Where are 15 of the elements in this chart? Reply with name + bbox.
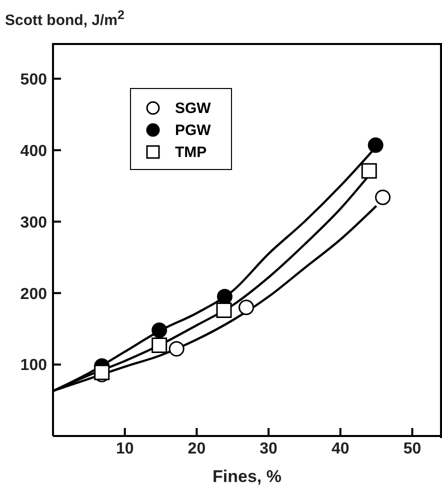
x-tick-label: 10 (116, 440, 134, 458)
y-axis-title: Scott bond, J/m$^{2}$ (5, 8, 124, 29)
legend-label: SGW (175, 100, 211, 116)
y-tick-label: 500 (20, 71, 48, 88)
x-tick-label: 20 (188, 440, 206, 458)
x-tick-label: 40 (332, 440, 350, 458)
y-tick-label: 400 (20, 142, 48, 160)
y-tick-label: 200 (20, 286, 48, 303)
y-tick-label: 100 (20, 357, 48, 374)
x-tick-label: 30 (260, 440, 278, 458)
legend-label: PGW (175, 122, 211, 138)
x-axis-title: Fines, % (212, 467, 282, 486)
y-tick-label: 300 (20, 214, 48, 232)
x-tick-label: 50 (403, 440, 422, 458)
legend-label: TMP (175, 144, 207, 160)
